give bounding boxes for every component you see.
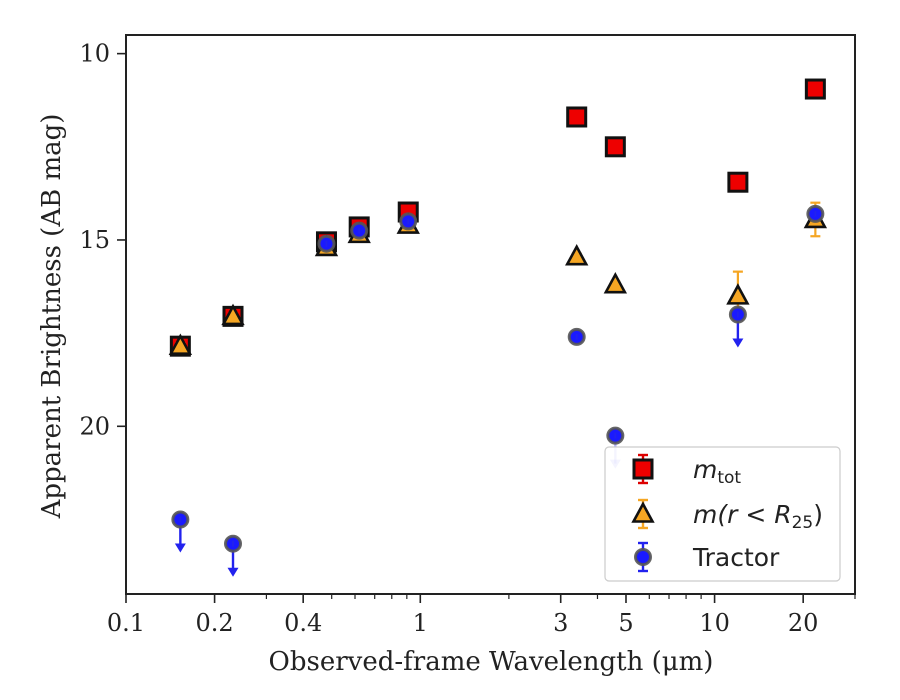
legend-label: Tractor bbox=[692, 543, 780, 572]
tractor-limit-arrow-head bbox=[732, 338, 744, 348]
square-point bbox=[727, 171, 749, 193]
square-point bbox=[804, 78, 826, 100]
legend-box bbox=[604, 446, 841, 582]
tractor-limit-arrow-head bbox=[174, 543, 186, 553]
x-axis: 0.1 0.2 0.4 1 3 5 10 20 bbox=[107, 594, 856, 637]
tractor-limit-arrow-head bbox=[227, 567, 239, 577]
y-tick-label: 15 bbox=[79, 226, 110, 254]
legend-entry: mtot bbox=[632, 453, 741, 488]
y-tick-label: 10 bbox=[79, 40, 110, 68]
triangle-point bbox=[726, 283, 750, 305]
data-marks bbox=[168, 78, 828, 577]
x-tick-label: 1 bbox=[413, 609, 428, 637]
legend: mtot m(r < R25) Tractor bbox=[604, 446, 841, 582]
x-tick-label: 3 bbox=[553, 609, 568, 637]
plot-frame bbox=[125, 34, 856, 595]
legend-entry: Tractor bbox=[634, 541, 780, 573]
square-point bbox=[566, 106, 588, 128]
x-tick-label: 0.1 bbox=[107, 609, 145, 637]
triangle-point bbox=[565, 244, 589, 266]
legend-label: mtot bbox=[693, 455, 741, 488]
x-tick-label: 5 bbox=[618, 609, 633, 637]
y-axis: 10 15 20 bbox=[79, 40, 126, 440]
legend-label: m(r < R25) bbox=[693, 500, 823, 533]
square-point bbox=[604, 136, 626, 158]
plot-area bbox=[125, 34, 856, 595]
x-tick-label: 0.4 bbox=[284, 609, 322, 637]
x-tick-label: 0.2 bbox=[196, 609, 234, 637]
y-axis-title: Apparent Brightness (AB mag) bbox=[37, 114, 67, 520]
series-square bbox=[169, 78, 826, 357]
x-tick-label: 10 bbox=[699, 609, 730, 637]
legend-square-marker bbox=[632, 458, 654, 480]
series-triangle bbox=[168, 201, 828, 355]
x-tick-label: 20 bbox=[788, 609, 819, 637]
triangle-point bbox=[168, 333, 193, 355]
x-axis-title: Observed-frame Wavelength (μm) bbox=[269, 647, 714, 677]
legend-entry: m(r < R25) bbox=[631, 498, 823, 533]
triangle-point bbox=[603, 271, 628, 294]
y-tick-label: 20 bbox=[79, 412, 110, 440]
series-circle bbox=[171, 204, 825, 577]
legend-circle-marker bbox=[634, 548, 652, 566]
triangle-point bbox=[221, 303, 245, 326]
legend-triangle-marker bbox=[631, 501, 655, 523]
